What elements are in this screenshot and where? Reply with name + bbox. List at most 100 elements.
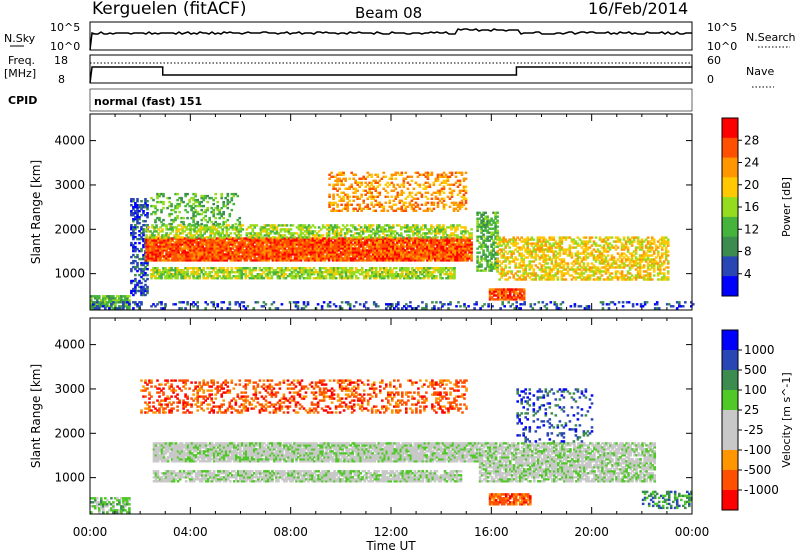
heatmap-cell [444, 245, 447, 248]
heatmap-cell [368, 275, 372, 278]
heatmap-cell [322, 271, 326, 274]
heatmap-cell [262, 267, 266, 270]
heatmap-cell [327, 230, 331, 233]
heatmap-cell [448, 247, 451, 250]
heatmap-cell [445, 271, 448, 274]
heatmap-cell [104, 295, 107, 298]
heatmap-cell [528, 248, 532, 251]
heatmap-cell [382, 253, 385, 256]
heatmap-cell [284, 269, 288, 272]
heatmap-cell [163, 245, 166, 248]
heatmap-cell [112, 303, 115, 306]
heatmap-cell [365, 230, 369, 233]
heatmap-cell [130, 261, 133, 265]
heatmap-cell [373, 243, 377, 246]
heatmap-cell [215, 257, 218, 260]
heatmap-cell [400, 189, 404, 192]
heatmap-cell [392, 185, 396, 188]
heatmap-cell [349, 259, 353, 262]
heatmap-cell [215, 232, 218, 235]
heatmap-cell [173, 243, 176, 246]
heatmap-cell [278, 271, 282, 274]
heatmap-cell [401, 267, 404, 270]
heatmap-cell [193, 239, 196, 242]
heatmap-cell [183, 247, 186, 250]
heatmap-cell [259, 228, 263, 231]
heatmap-cell [326, 269, 330, 272]
heatmap-cell [174, 204, 177, 208]
heatmap-cell [434, 234, 437, 237]
heatmap-cell [261, 236, 265, 239]
heatmap-cell [464, 257, 467, 260]
heatmap-cell [175, 234, 178, 237]
heatmap-cell [490, 288, 494, 291]
heatmap-cell [440, 249, 443, 252]
heatmap-cell [468, 232, 471, 235]
heatmap-cell [251, 228, 255, 231]
heatmap-cell [546, 246, 550, 249]
heatmap-cell [309, 251, 313, 254]
heatmap-cell [358, 205, 361, 208]
heatmap-cell [98, 295, 101, 298]
heatmap-cell [145, 247, 148, 250]
heatmap-cell [369, 241, 373, 244]
heatmap-cell [254, 267, 258, 270]
heatmap-cell [334, 187, 337, 190]
heatmap-cell [136, 247, 139, 251]
heatmap-cell [482, 245, 485, 248]
heatmap-cell [285, 245, 289, 248]
heatmap-cell [159, 247, 162, 250]
heatmap-cell [410, 179, 414, 182]
heatmap-cell [173, 247, 176, 250]
heatmap-cell [342, 197, 345, 200]
heatmap-cell [176, 271, 179, 274]
heatmap-cell [510, 296, 514, 299]
heatmap-cell [408, 230, 411, 233]
heatmap-cell [140, 232, 143, 235]
heatmap-cell [198, 273, 201, 276]
heatmap-cell [230, 277, 234, 280]
heatmap-cell [394, 209, 398, 212]
heatmap-cell [520, 290, 524, 293]
heatmap-cell [345, 253, 349, 256]
heatmap-cell [146, 214, 149, 217]
heatmap-cell [418, 259, 421, 262]
heatmap-cell [305, 226, 309, 229]
heatmap-cell [226, 273, 230, 276]
heatmap-cell [201, 241, 204, 244]
heatmap-cell [502, 254, 505, 257]
heatmap-cell [142, 261, 145, 265]
heatmap-cell [512, 236, 515, 239]
heatmap-cell [204, 277, 207, 280]
heatmap-cell [289, 249, 293, 252]
heatmap-cell [116, 301, 119, 304]
heatmap-cell [251, 241, 255, 244]
heatmap-cell [382, 207, 386, 210]
heatmap-cell [386, 239, 389, 242]
heatmap-cell [437, 269, 440, 272]
heatmap-cell [295, 253, 299, 256]
heatmap-cell [500, 294, 504, 297]
heatmap-cell [240, 269, 244, 272]
heatmap-cell [500, 250, 503, 253]
heatmap-cell [344, 277, 348, 280]
heatmap-cell [289, 228, 293, 231]
heatmap-cell [400, 255, 403, 258]
heatmap-cell [140, 214, 143, 217]
heatmap-cell [206, 275, 209, 278]
heatmap-cell [392, 257, 395, 260]
heatmap-cell [231, 247, 235, 250]
heatmap-cell [310, 271, 314, 274]
heatmap-cell [456, 245, 459, 248]
heatmap-cell [388, 253, 391, 256]
heatmap-cell [162, 273, 165, 276]
heatmap-cell [337, 239, 341, 242]
heatmap-cell [173, 251, 176, 254]
heatmap-cell [398, 173, 402, 176]
heatmap-cell [169, 232, 172, 235]
heatmap-cell [144, 293, 147, 297]
heatmap-cell [456, 228, 459, 231]
heatmap-cell [193, 253, 196, 256]
heatmap-cell [448, 191, 452, 194]
